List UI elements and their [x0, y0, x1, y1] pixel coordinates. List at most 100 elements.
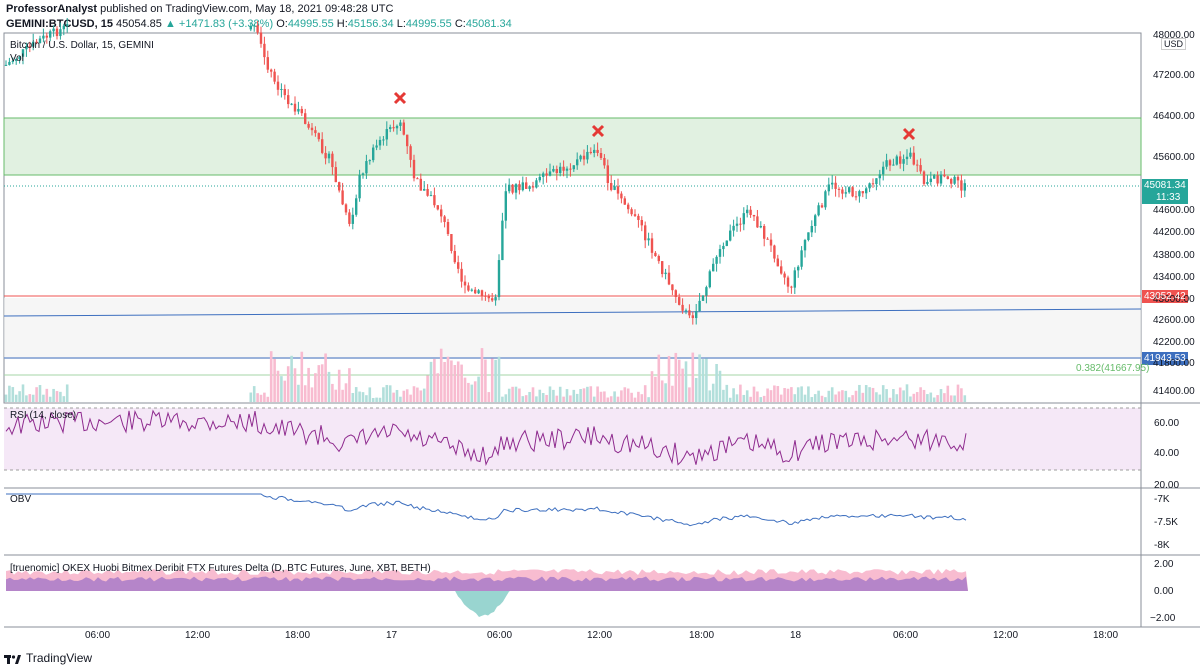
rsi-tick: 20.00 — [1154, 480, 1180, 491]
trendline-blue[interactable] — [3, 308, 1142, 317]
volume-bar — [929, 392, 933, 402]
volume-bar — [834, 394, 837, 402]
volume-bar — [841, 390, 844, 402]
candle-body — [49, 31, 52, 38]
candle-body — [695, 311, 698, 319]
candle-body — [882, 166, 885, 175]
candle-body — [783, 273, 786, 278]
volume-bar — [569, 395, 572, 402]
volume-bar — [446, 356, 450, 402]
candle-body — [474, 289, 477, 294]
candle-body — [851, 187, 854, 197]
volume-bar — [735, 394, 739, 402]
volume-bar — [790, 387, 793, 402]
candle-body — [946, 176, 949, 179]
volume-bar — [365, 395, 368, 402]
volume-bar — [885, 389, 888, 402]
volume-bar — [35, 387, 38, 402]
volume-bar — [8, 385, 11, 402]
volume-bar — [252, 386, 256, 402]
volume-bar — [562, 396, 565, 402]
delta-tick: −2.00 — [1150, 613, 1176, 624]
candle-body — [827, 184, 830, 192]
candle-body — [385, 129, 388, 140]
volume-bars — [4, 348, 967, 402]
delta-legend: [truenomic] OKEX Huobi Bitmex Deribit FT… — [10, 563, 431, 574]
symbol-label[interactable]: GEMINI:BTCUSD, 15 — [6, 18, 113, 30]
candle-body — [35, 41, 38, 43]
candle-body — [463, 281, 467, 286]
volume-bar — [385, 384, 389, 402]
candle-body — [912, 152, 915, 165]
candle-body — [521, 182, 524, 191]
candle-body — [11, 60, 14, 62]
rsi-band — [4, 408, 1141, 470]
candle-body — [926, 181, 929, 184]
volume-bar — [14, 394, 18, 402]
volume-bar — [504, 394, 508, 402]
candle-body — [382, 139, 385, 141]
volume-bar — [419, 390, 423, 402]
volume-bar — [864, 385, 868, 402]
candle-body — [807, 232, 810, 241]
candle-body — [416, 178, 419, 180]
volume-bar — [303, 385, 307, 402]
candle-body — [647, 238, 650, 241]
candle-body — [678, 297, 681, 305]
volume-bar — [548, 386, 552, 402]
candle-body — [470, 289, 473, 291]
currency-badge[interactable]: USD — [1161, 38, 1187, 50]
volume-bar — [348, 368, 351, 402]
candle-body — [657, 256, 660, 262]
high-value: 45156.34 — [347, 18, 394, 30]
volume-bar — [762, 395, 766, 402]
volume-bar — [28, 394, 32, 402]
volume-bar — [286, 366, 290, 402]
volume-bar — [715, 364, 718, 402]
price-tick: 41800.00 — [1153, 358, 1195, 369]
candle-body — [790, 286, 793, 288]
candle-body — [919, 165, 922, 172]
candle-body — [633, 214, 637, 216]
volume-bar — [354, 387, 358, 402]
resistance-zone[interactable] — [3, 117, 1142, 176]
candle-body — [28, 46, 31, 48]
volume-bar — [718, 370, 722, 402]
candle-body — [293, 103, 297, 112]
candle-body — [433, 195, 436, 206]
author-name[interactable]: ProfessorAnalyst — [6, 3, 98, 15]
candle-body — [324, 152, 327, 159]
volume-bar — [276, 370, 280, 402]
volume-bar — [416, 387, 419, 402]
range-box — [4, 298, 1141, 359]
candle-body — [963, 183, 966, 191]
footer-brand[interactable]: TradingView — [26, 651, 93, 665]
candle-body — [283, 88, 286, 96]
volume-bar — [844, 390, 848, 402]
red-line-tag-text: 43052.42 — [1144, 291, 1186, 302]
volume-bar — [936, 395, 939, 402]
volume-bar — [701, 359, 705, 402]
candle-body — [613, 186, 616, 190]
candle-body — [766, 238, 769, 240]
publish-info: ProfessorAnalyst published on TradingVie… — [6, 3, 393, 15]
candle-body — [45, 35, 48, 38]
volume-bar — [919, 387, 922, 402]
volume-bar — [351, 392, 355, 402]
volume-bar — [749, 396, 752, 402]
candle-body — [42, 35, 45, 39]
volume-bar — [871, 387, 875, 402]
volume-bar — [708, 390, 712, 402]
candle-body — [327, 153, 331, 159]
candle-body — [514, 184, 518, 193]
candle-body — [865, 188, 868, 194]
volume-bar — [368, 387, 372, 402]
volume-bar — [501, 396, 504, 402]
volume-bar — [582, 388, 586, 402]
volume-bar — [637, 391, 640, 402]
candle-body — [331, 153, 334, 168]
candle-body — [494, 297, 497, 301]
volume-bar — [779, 394, 783, 402]
candle-body — [538, 176, 541, 181]
